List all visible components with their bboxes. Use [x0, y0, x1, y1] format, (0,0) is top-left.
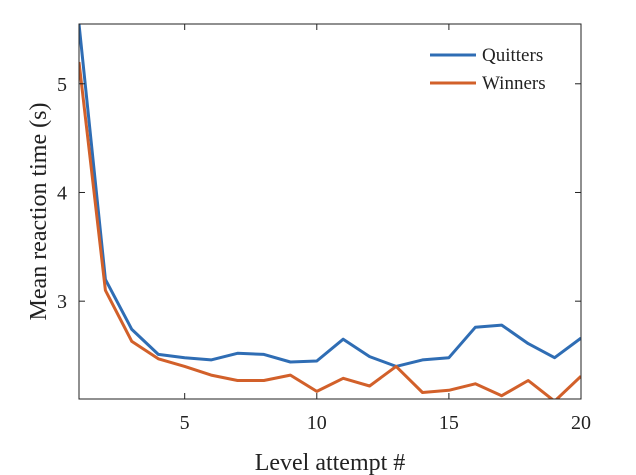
- y-tick-label: 5: [57, 74, 67, 96]
- legend-label: Winners: [482, 73, 546, 94]
- y-tick-label: 4: [57, 182, 67, 204]
- plot-lines: [79, 24, 581, 399]
- series-line-quitters: [79, 24, 581, 368]
- legend-label: Quitters: [482, 45, 543, 66]
- axis-ticks: 5 10 15 20 3 4 5: [57, 24, 591, 434]
- y-tick-label: 3: [57, 291, 67, 313]
- x-tick-label: 10: [307, 412, 327, 434]
- y-axis-label: Mean reaction time (s): [26, 103, 52, 321]
- x-tick-label: 15: [439, 412, 459, 434]
- series-line-winners: [79, 61, 581, 399]
- legend: Quitters Winners: [430, 45, 546, 94]
- x-tick-label: 20: [571, 412, 591, 434]
- x-axis-label: Level attempt #: [255, 450, 406, 475]
- plot-frame: [78, 23, 582, 400]
- x-tick-label: 5: [180, 412, 190, 434]
